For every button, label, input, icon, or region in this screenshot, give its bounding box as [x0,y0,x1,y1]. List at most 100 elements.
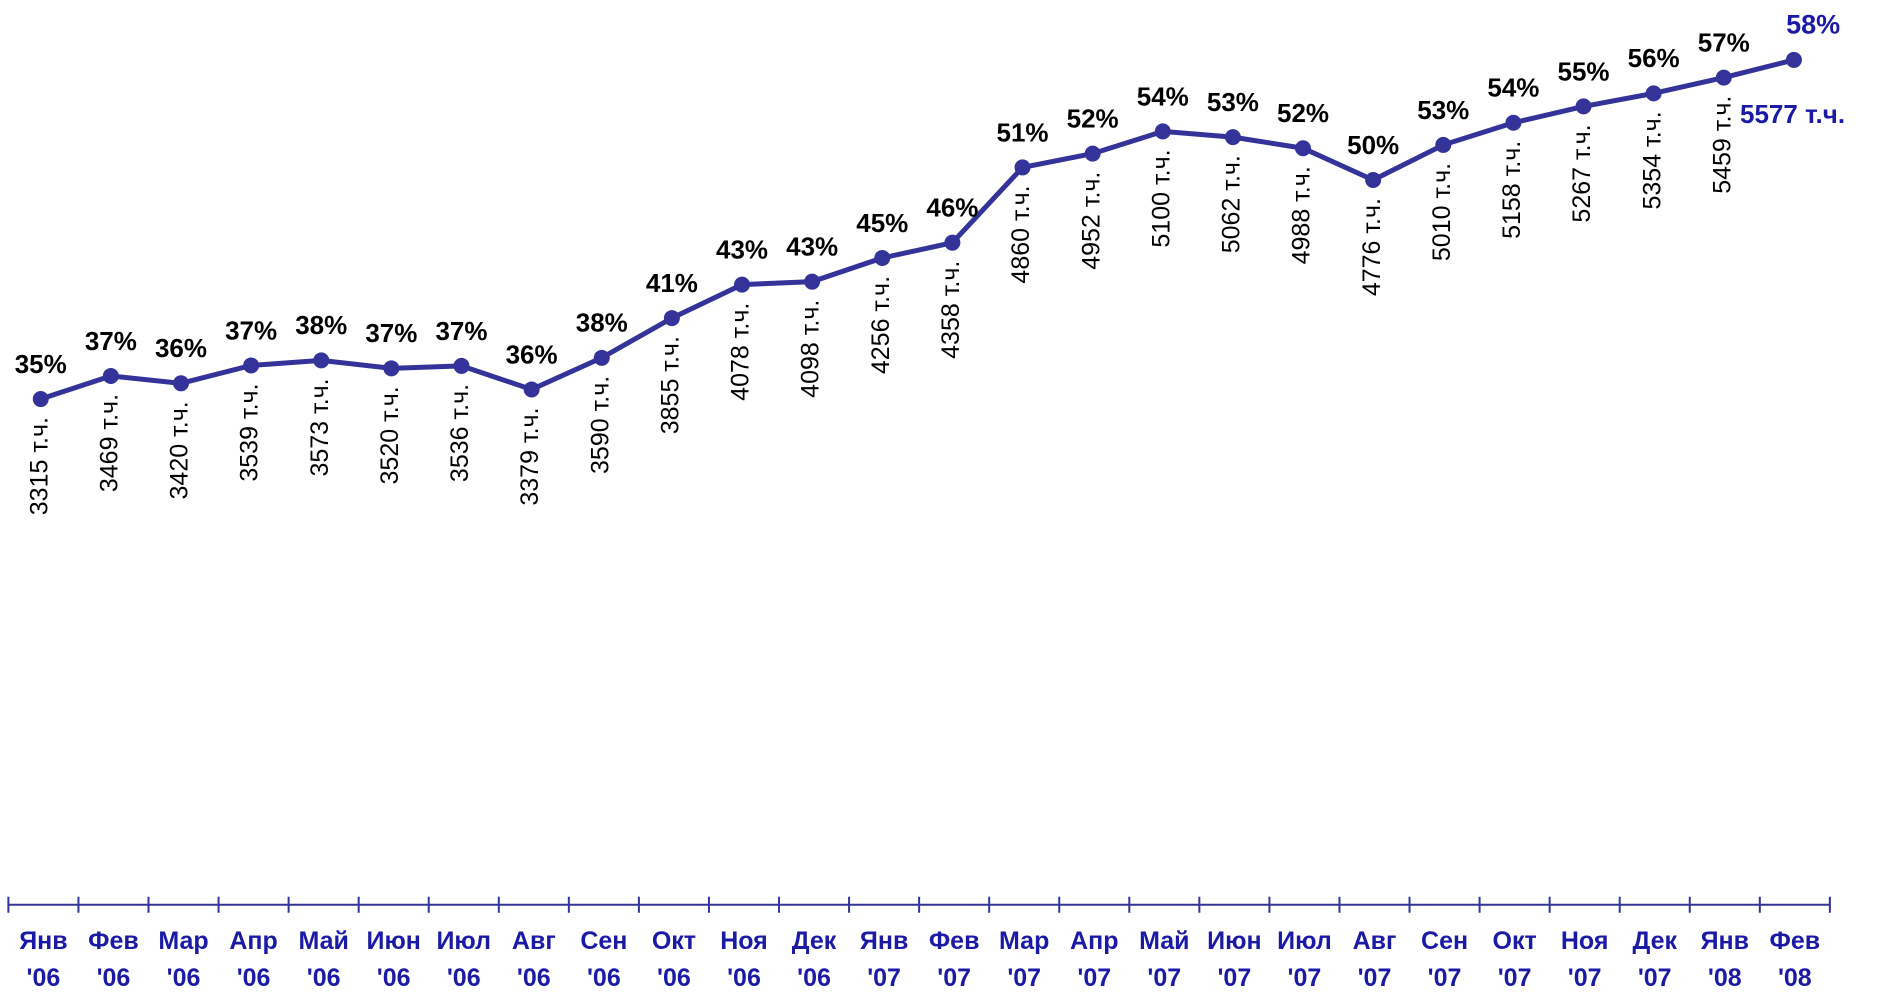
point [172,375,189,392]
value-label: 5354 т.ч. [1638,111,1666,209]
point [1785,51,1802,68]
value-label: 5062 т.ч. [1218,155,1246,253]
percent-label: 46% [926,193,978,223]
value-label: 5459 т.ч. [1708,96,1736,194]
point [944,234,961,251]
value-label: 4256 т.ч. [867,276,895,374]
value-label: 4776 т.ч. [1358,198,1386,296]
value-label: 3469 т.ч. [95,394,123,492]
point [1295,140,1312,157]
x-tick-label: Янв '07 [859,926,909,992]
point [1575,98,1592,115]
point [523,381,540,398]
point [593,349,610,366]
point [1014,159,1031,176]
x-tick-label: Май '07 [1139,926,1190,992]
x-tick-label: Июн '07 [1207,926,1262,992]
value-label: 3855 т.ч. [656,336,684,434]
value-label: 3420 т.ч. [166,401,194,499]
x-tick-label: Мар '07 [999,926,1050,992]
x-tick-label: Авг '06 [511,926,556,992]
x-tick-label: Сен '06 [580,926,628,992]
point [1645,85,1662,102]
percent-label: 35% [15,349,67,379]
point [734,276,751,293]
percent-label: 41% [646,268,698,298]
point [1224,129,1241,146]
x-tick-label: Июл '07 [1277,926,1332,992]
x-tick-label: Дек '06 [791,926,837,992]
x-tick-label: Авг '07 [1352,926,1397,992]
point [102,367,119,384]
percent-label: 37% [85,326,137,356]
value-label: 4078 т.ч. [727,303,755,401]
point [1154,123,1171,140]
value-label: 5100 т.ч. [1147,149,1175,247]
percent-label: 57% [1698,27,1750,57]
value-label: 4098 т.ч. [797,300,825,398]
x-tick-label: Ноя '06 [720,926,768,992]
x-tick-label: Сен '07 [1421,926,1469,992]
x-tick-label: Май '06 [298,926,349,992]
percent-label: 56% [1628,43,1680,73]
value-label: 3315 т.ч. [25,417,53,515]
point [1715,69,1732,86]
point [383,360,400,377]
percent-label: 55% [1558,56,1610,86]
percent-label: 37% [365,318,417,348]
value-label: 4358 т.ч. [937,261,965,359]
value-label: 5158 т.ч. [1498,141,1526,239]
x-tick-label: Фев '07 [928,926,980,992]
point [1435,136,1452,153]
percent-label: 53% [1417,95,1469,125]
point [1505,114,1522,131]
x-tick-label: Янв '08 [1700,926,1749,992]
percent-label: 37% [435,316,487,346]
value-label: 3379 т.ч. [516,407,544,505]
point [804,273,821,290]
x-tick-label: Фев '08 [1769,926,1821,992]
point [874,249,891,266]
x-tick-label: Окт '06 [651,926,697,992]
value-label: 5010 т.ч. [1428,163,1456,261]
percent-label: 58% [1786,9,1840,39]
percent-label: 43% [786,232,838,262]
point [32,391,49,408]
point [243,357,260,374]
value-label: 3536 т.ч. [446,384,474,482]
value-label: 3590 т.ч. [586,376,614,474]
x-tick-label: Июл '06 [436,926,492,992]
percent-label: 52% [1277,98,1329,128]
x-tick-label: Апр '06 [229,926,278,992]
percent-label: 54% [1137,81,1189,111]
x-tick-label: Янв '06 [19,926,68,992]
value-label: 3573 т.ч. [306,378,334,476]
value-label: 5577 т.ч. [1740,99,1845,129]
percent-label: 38% [576,308,628,338]
percent-label: 51% [996,117,1048,147]
percent-label: 53% [1207,87,1259,117]
percent-label: 38% [295,310,347,340]
value-label: 4952 т.ч. [1077,172,1105,270]
x-tick-label: Апр '07 [1070,926,1119,992]
value-label: 3520 т.ч. [376,386,404,484]
percent-label: 54% [1487,73,1539,103]
point [1365,172,1382,189]
x-tick-label: Ноя '07 [1560,926,1609,992]
point [663,310,680,327]
percent-label: 36% [155,333,207,363]
point [453,357,470,374]
value-label: 4860 т.ч. [1007,185,1035,283]
point [1084,145,1101,162]
percent-label: 37% [225,315,277,345]
percent-label: 36% [506,339,558,369]
percent-label: 45% [856,208,908,238]
x-tick-label: Окт '07 [1492,926,1537,992]
x-tick-label: Дек '07 [1632,926,1677,992]
x-tick-label: Мар '06 [158,926,209,992]
x-tick-label: Июн '06 [366,926,421,992]
percent-label: 43% [716,235,768,265]
percent-label: 50% [1347,130,1399,160]
